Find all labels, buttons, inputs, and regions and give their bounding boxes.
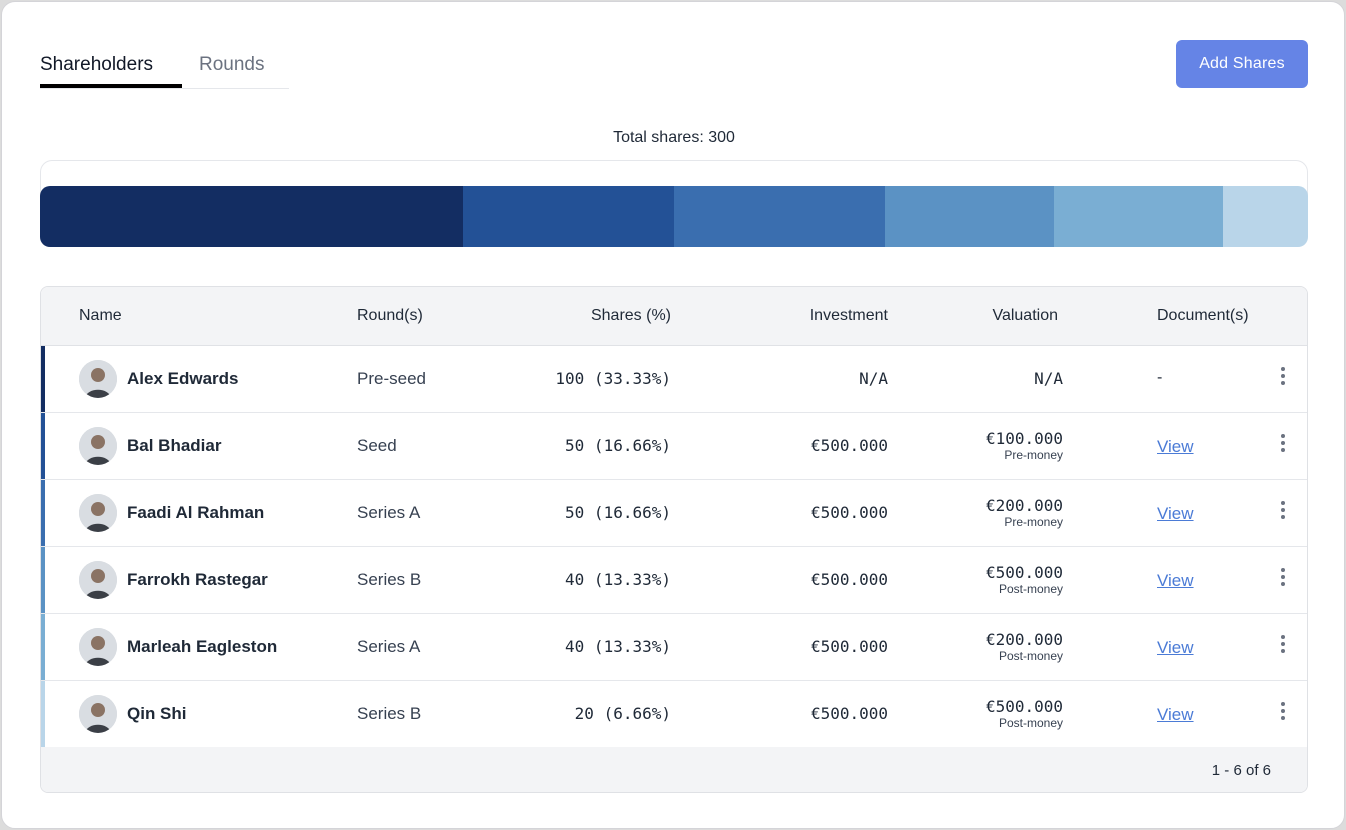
investment-value: N/A — [859, 369, 888, 388]
table-header: Name Round(s) Shares (%) Investment Valu… — [41, 287, 1307, 346]
round-name: Series B — [357, 704, 422, 723]
shareholder-name: Qin Shi — [127, 704, 187, 723]
shareholders-table: Name Round(s) Shares (%) Investment Valu… — [40, 286, 1308, 793]
header-investment: Investment — [809, 307, 888, 324]
header-rounds: Round(s) — [357, 307, 423, 324]
valuation-value: €200.000 — [985, 630, 1063, 649]
valuation-type: Post-money — [998, 582, 1063, 596]
valuation-type: Post-money — [998, 649, 1063, 663]
person-avatar-icon — [79, 427, 117, 465]
kebab-menu-icon[interactable] — [1279, 702, 1287, 726]
shareholder-name: Alex Edwards — [127, 369, 239, 388]
tab-bar: Shareholders Rounds — [40, 50, 289, 89]
shares-value: 20 (6.66%) — [574, 704, 671, 723]
table-footer: 1 - 6 of 6 — [41, 747, 1307, 792]
table-row[interactable]: Qin Shi Series B 20 (6.66%) €500.000 €500.00… — [41, 681, 1307, 748]
total-shares-label: Total shares: 300 — [613, 129, 735, 146]
row-color-marker — [41, 681, 45, 747]
distribution-segment — [673, 186, 886, 247]
shares-value: 40 (13.33%) — [565, 570, 671, 589]
shareholder-name: Farrokh Rastegar — [127, 570, 268, 589]
person-avatar-icon — [79, 695, 117, 733]
valuation-type: Post-money — [998, 716, 1063, 730]
investment-value: €500.000 — [810, 704, 888, 723]
share-distribution-bar — [40, 186, 1308, 247]
header-name: Name — [79, 307, 122, 324]
document-empty: - — [1157, 369, 1163, 386]
investment-value: €500.000 — [810, 637, 888, 656]
person-avatar-icon — [79, 494, 117, 532]
shareholder-name: Faadi Al Rahman — [127, 503, 265, 522]
table-row[interactable]: Bal Bhadiar Seed 50 (16.66%) €500.000 €100.0… — [41, 413, 1307, 480]
kebab-menu-icon[interactable] — [1279, 501, 1287, 525]
valuation-value: €100.000 — [985, 429, 1063, 448]
kebab-menu-icon[interactable] — [1279, 367, 1287, 391]
table-row[interactable]: Alex Edwards Pre-seed 100 (33.33%) N/A N/A - — [41, 346, 1307, 413]
distribution-segment — [1054, 186, 1224, 247]
add-shares-button[interactable]: Add Shares — [1176, 40, 1308, 88]
round-name: Series B — [357, 570, 422, 589]
person-avatar-icon — [79, 628, 117, 666]
round-name: Seed — [357, 436, 397, 455]
row-color-marker — [41, 413, 45, 479]
distribution-segment — [885, 186, 1055, 247]
shareholder-name: Marleah Eagleston — [127, 637, 278, 656]
view-document-link[interactable]: View — [1157, 571, 1194, 590]
tab-rounds[interactable]: Rounds — [199, 54, 265, 75]
table-row[interactable]: Faadi Al Rahman Series A 50 (16.66%) €500.0… — [41, 480, 1307, 547]
valuation-value: €500.000 — [985, 563, 1063, 582]
investment-value: €500.000 — [810, 503, 888, 522]
row-color-marker — [41, 346, 45, 412]
round-name: Series A — [357, 503, 421, 522]
header-documents: Document(s) — [1157, 307, 1249, 324]
kebab-menu-icon[interactable] — [1279, 568, 1287, 592]
view-document-link[interactable]: View — [1157, 437, 1194, 456]
round-name: Series A — [357, 637, 421, 656]
valuation-value: €500.000 — [985, 697, 1063, 716]
kebab-menu-icon[interactable] — [1279, 434, 1287, 458]
table-row[interactable]: Farrokh Rastegar Series B 40 (13.33%) €500.… — [41, 547, 1307, 614]
shares-value: 50 (16.66%) — [565, 503, 671, 522]
row-color-marker — [41, 547, 45, 613]
shares-value: 100 (33.33%) — [555, 369, 671, 388]
header-shares: Shares (%) — [590, 307, 671, 324]
table-row[interactable]: Marleah Eagleston Series A 40 (13.33%) €500… — [41, 614, 1307, 681]
shares-value: 40 (13.33%) — [565, 637, 671, 656]
distribution-segment — [462, 186, 674, 247]
shareholder-name: Bal Bhadiar — [127, 436, 222, 455]
valuation-type: Pre-money — [1004, 448, 1063, 462]
valuation-value: N/A — [1034, 369, 1063, 388]
tab-shareholders[interactable]: Shareholders — [40, 54, 182, 88]
investment-value: €500.000 — [810, 436, 888, 455]
person-avatar-icon — [79, 561, 117, 599]
person-avatar-icon — [79, 360, 117, 398]
investment-value: €500.000 — [810, 570, 888, 589]
valuation-type: Pre-money — [1004, 515, 1063, 529]
view-document-link[interactable]: View — [1157, 504, 1194, 523]
header-valuation: Valuation — [992, 307, 1058, 324]
distribution-frame — [40, 160, 1308, 200]
pagination-label: 1 - 6 of 6 — [1211, 762, 1271, 779]
view-document-link[interactable]: View — [1157, 638, 1194, 657]
kebab-menu-icon[interactable] — [1279, 635, 1287, 659]
row-color-marker — [41, 480, 45, 546]
view-document-link[interactable]: View — [1157, 705, 1194, 724]
round-name: Pre-seed — [357, 369, 426, 388]
valuation-value: €200.000 — [985, 496, 1063, 515]
distribution-segment — [40, 186, 463, 247]
row-color-marker — [41, 614, 45, 680]
distribution-segment — [1223, 186, 1308, 247]
shares-value: 50 (16.66%) — [565, 436, 671, 455]
